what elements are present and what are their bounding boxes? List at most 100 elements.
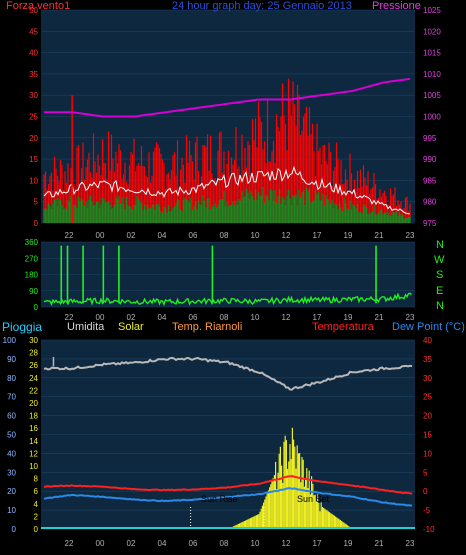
x-tick-label-middle: 12 — [282, 313, 291, 322]
humidity-tick-label: 60 — [7, 412, 16, 421]
temperature-tick-label: 25 — [423, 393, 432, 402]
solar-legend-label: Solar — [118, 321, 144, 333]
y-tick-label-right: 1010 — [423, 70, 441, 79]
temperature-tick-label: 10 — [423, 449, 432, 458]
y-tick-label-left: 45 — [29, 27, 38, 36]
temperature-tick-label: 30 — [423, 374, 432, 383]
temperature-tick-label: 0 — [423, 487, 428, 496]
direction-tick-label: 90 — [29, 287, 38, 296]
solar-tick-label: 6 — [34, 487, 39, 496]
y-tick-label-right: 985 — [423, 176, 437, 185]
temperature-legend-label: Temperatura — [312, 321, 374, 333]
y-tick-label-left: 25 — [29, 113, 38, 122]
compass-e: E — [436, 285, 444, 297]
humidity-tick-label: 10 — [7, 506, 16, 515]
wind-direction-line — [43, 292, 412, 307]
x-tick-label-bottom: 21 — [375, 539, 384, 548]
direction-tick-label: 270 — [25, 254, 39, 263]
x-tick-label-top: 22 — [65, 231, 74, 240]
y-tick-label-left: 30 — [29, 91, 38, 100]
x-tick-label-bottom: 02 — [127, 539, 136, 548]
x-tick-label-middle: 00 — [96, 313, 105, 322]
x-tick-label-top: 04 — [158, 231, 167, 240]
x-tick-label-top: 06 — [189, 231, 198, 240]
solar-tick-label: 22 — [29, 386, 38, 395]
solar-tick-label: 14 — [29, 437, 38, 446]
humidity-tick-label: 50 — [7, 431, 16, 440]
humidity-tick-label: 100 — [3, 336, 17, 345]
y-tick-label-right: 1005 — [423, 91, 441, 100]
compass-w: W — [434, 254, 445, 266]
dew-point-line — [43, 487, 413, 507]
humidity-tick-label: 90 — [7, 355, 16, 364]
x-tick-label-top: 23 — [406, 231, 415, 240]
sun-rise-label: Sun Rise — [201, 494, 238, 504]
x-tick-label-middle: 21 — [375, 313, 384, 322]
pressure-legend-label: Pressione — [372, 0, 421, 12]
y-tick-label-left: 0 — [34, 219, 39, 228]
x-tick-label-middle: 22 — [65, 313, 74, 322]
x-tick-label-top: 00 — [96, 231, 105, 240]
solar-tick-label: 30 — [29, 336, 38, 345]
direction-tick-label: 360 — [25, 238, 39, 247]
x-tick-label-middle: 02 — [127, 313, 136, 322]
x-tick-label-top: 02 — [127, 231, 136, 240]
solar-tick-label: 10 — [29, 462, 38, 471]
chart-title: 24 hour graph day: 25 Gennaio 2013 — [172, 0, 352, 12]
x-tick-label-bottom: 17 — [313, 539, 322, 548]
humidity-tick-label: 80 — [7, 374, 16, 383]
x-tick-label-middle: 04 — [158, 313, 167, 322]
solar-tick-label: 4 — [34, 500, 39, 509]
sun-set-label: Sun Set — [297, 494, 330, 504]
x-tick-label-middle: 10 — [251, 313, 260, 322]
x-tick-label-bottom: 04 — [158, 539, 167, 548]
y-tick-label-right: 980 — [423, 198, 437, 207]
wind-panel: 0510152025303540455097598098599099510001… — [29, 6, 441, 228]
temperature-tick-label: 20 — [423, 412, 432, 421]
x-tick-label-top: 19 — [344, 231, 353, 240]
x-tick-label-middle: 06 — [189, 313, 198, 322]
y-tick-label-right: 990 — [423, 155, 437, 164]
temp-room-legend-label: Temp. Riarnoli — [172, 321, 243, 333]
y-tick-label-left: 5 — [34, 198, 39, 207]
temperature-tick-label: -10 — [423, 525, 435, 534]
temperature-tick-label: 35 — [423, 355, 432, 364]
x-tick-label-bottom: 00 — [96, 539, 105, 548]
x-tick-label-bottom: 08 — [220, 539, 229, 548]
humidity-legend-label: Umidita — [67, 321, 105, 333]
humidity-line — [43, 356, 413, 391]
y-tick-label-right: 1015 — [423, 49, 441, 58]
x-tick-label-bottom: 19 — [344, 539, 353, 548]
x-tick-label-middle: 17 — [313, 313, 322, 322]
lower-panel: 0102030405060708090100024681012141618202… — [3, 336, 435, 534]
temperature-tick-label: 15 — [423, 431, 432, 440]
y-tick-label-left: 50 — [29, 6, 38, 15]
rain-legend-label: Pioggia — [2, 320, 43, 334]
wind-legend-label: Forza vento1 — [6, 0, 71, 12]
solar-tick-label: 18 — [29, 412, 38, 421]
solar-tick-label: 16 — [29, 424, 38, 433]
x-tick-label-top: 21 — [375, 231, 384, 240]
solar-tick-label: 12 — [29, 449, 38, 458]
humidity-tick-label: 40 — [7, 449, 16, 458]
solar-tick-label: 2 — [34, 512, 39, 521]
solar-tick-label: 20 — [29, 399, 38, 408]
solar-tick-label: 26 — [29, 361, 38, 370]
humidity-tick-label: 0 — [12, 525, 17, 534]
wind-speed-line — [43, 165, 410, 215]
compass-s: S — [436, 269, 444, 281]
solar-tick-label: 28 — [29, 349, 38, 358]
x-axis-ticks: 22 22 22 00 00 00 02 02 02 04 04 04 06 06 06 08 08 08 10 10… — [65, 231, 415, 548]
x-tick-label-top: 12 — [282, 231, 291, 240]
x-tick-label-bottom: 12 — [282, 539, 291, 548]
solar-tick-label: 0 — [34, 525, 39, 534]
x-tick-label-bottom: 10 — [251, 539, 260, 548]
solar-tick-label: 24 — [29, 374, 38, 383]
humidity-tick-label: 20 — [7, 487, 16, 496]
y-tick-label-left: 15 — [29, 155, 38, 164]
y-tick-label-right: 995 — [423, 134, 437, 143]
x-tick-label-middle: 08 — [220, 313, 229, 322]
x-tick-label-top: 10 — [251, 231, 260, 240]
temperature-tick-label: -5 — [423, 506, 431, 515]
